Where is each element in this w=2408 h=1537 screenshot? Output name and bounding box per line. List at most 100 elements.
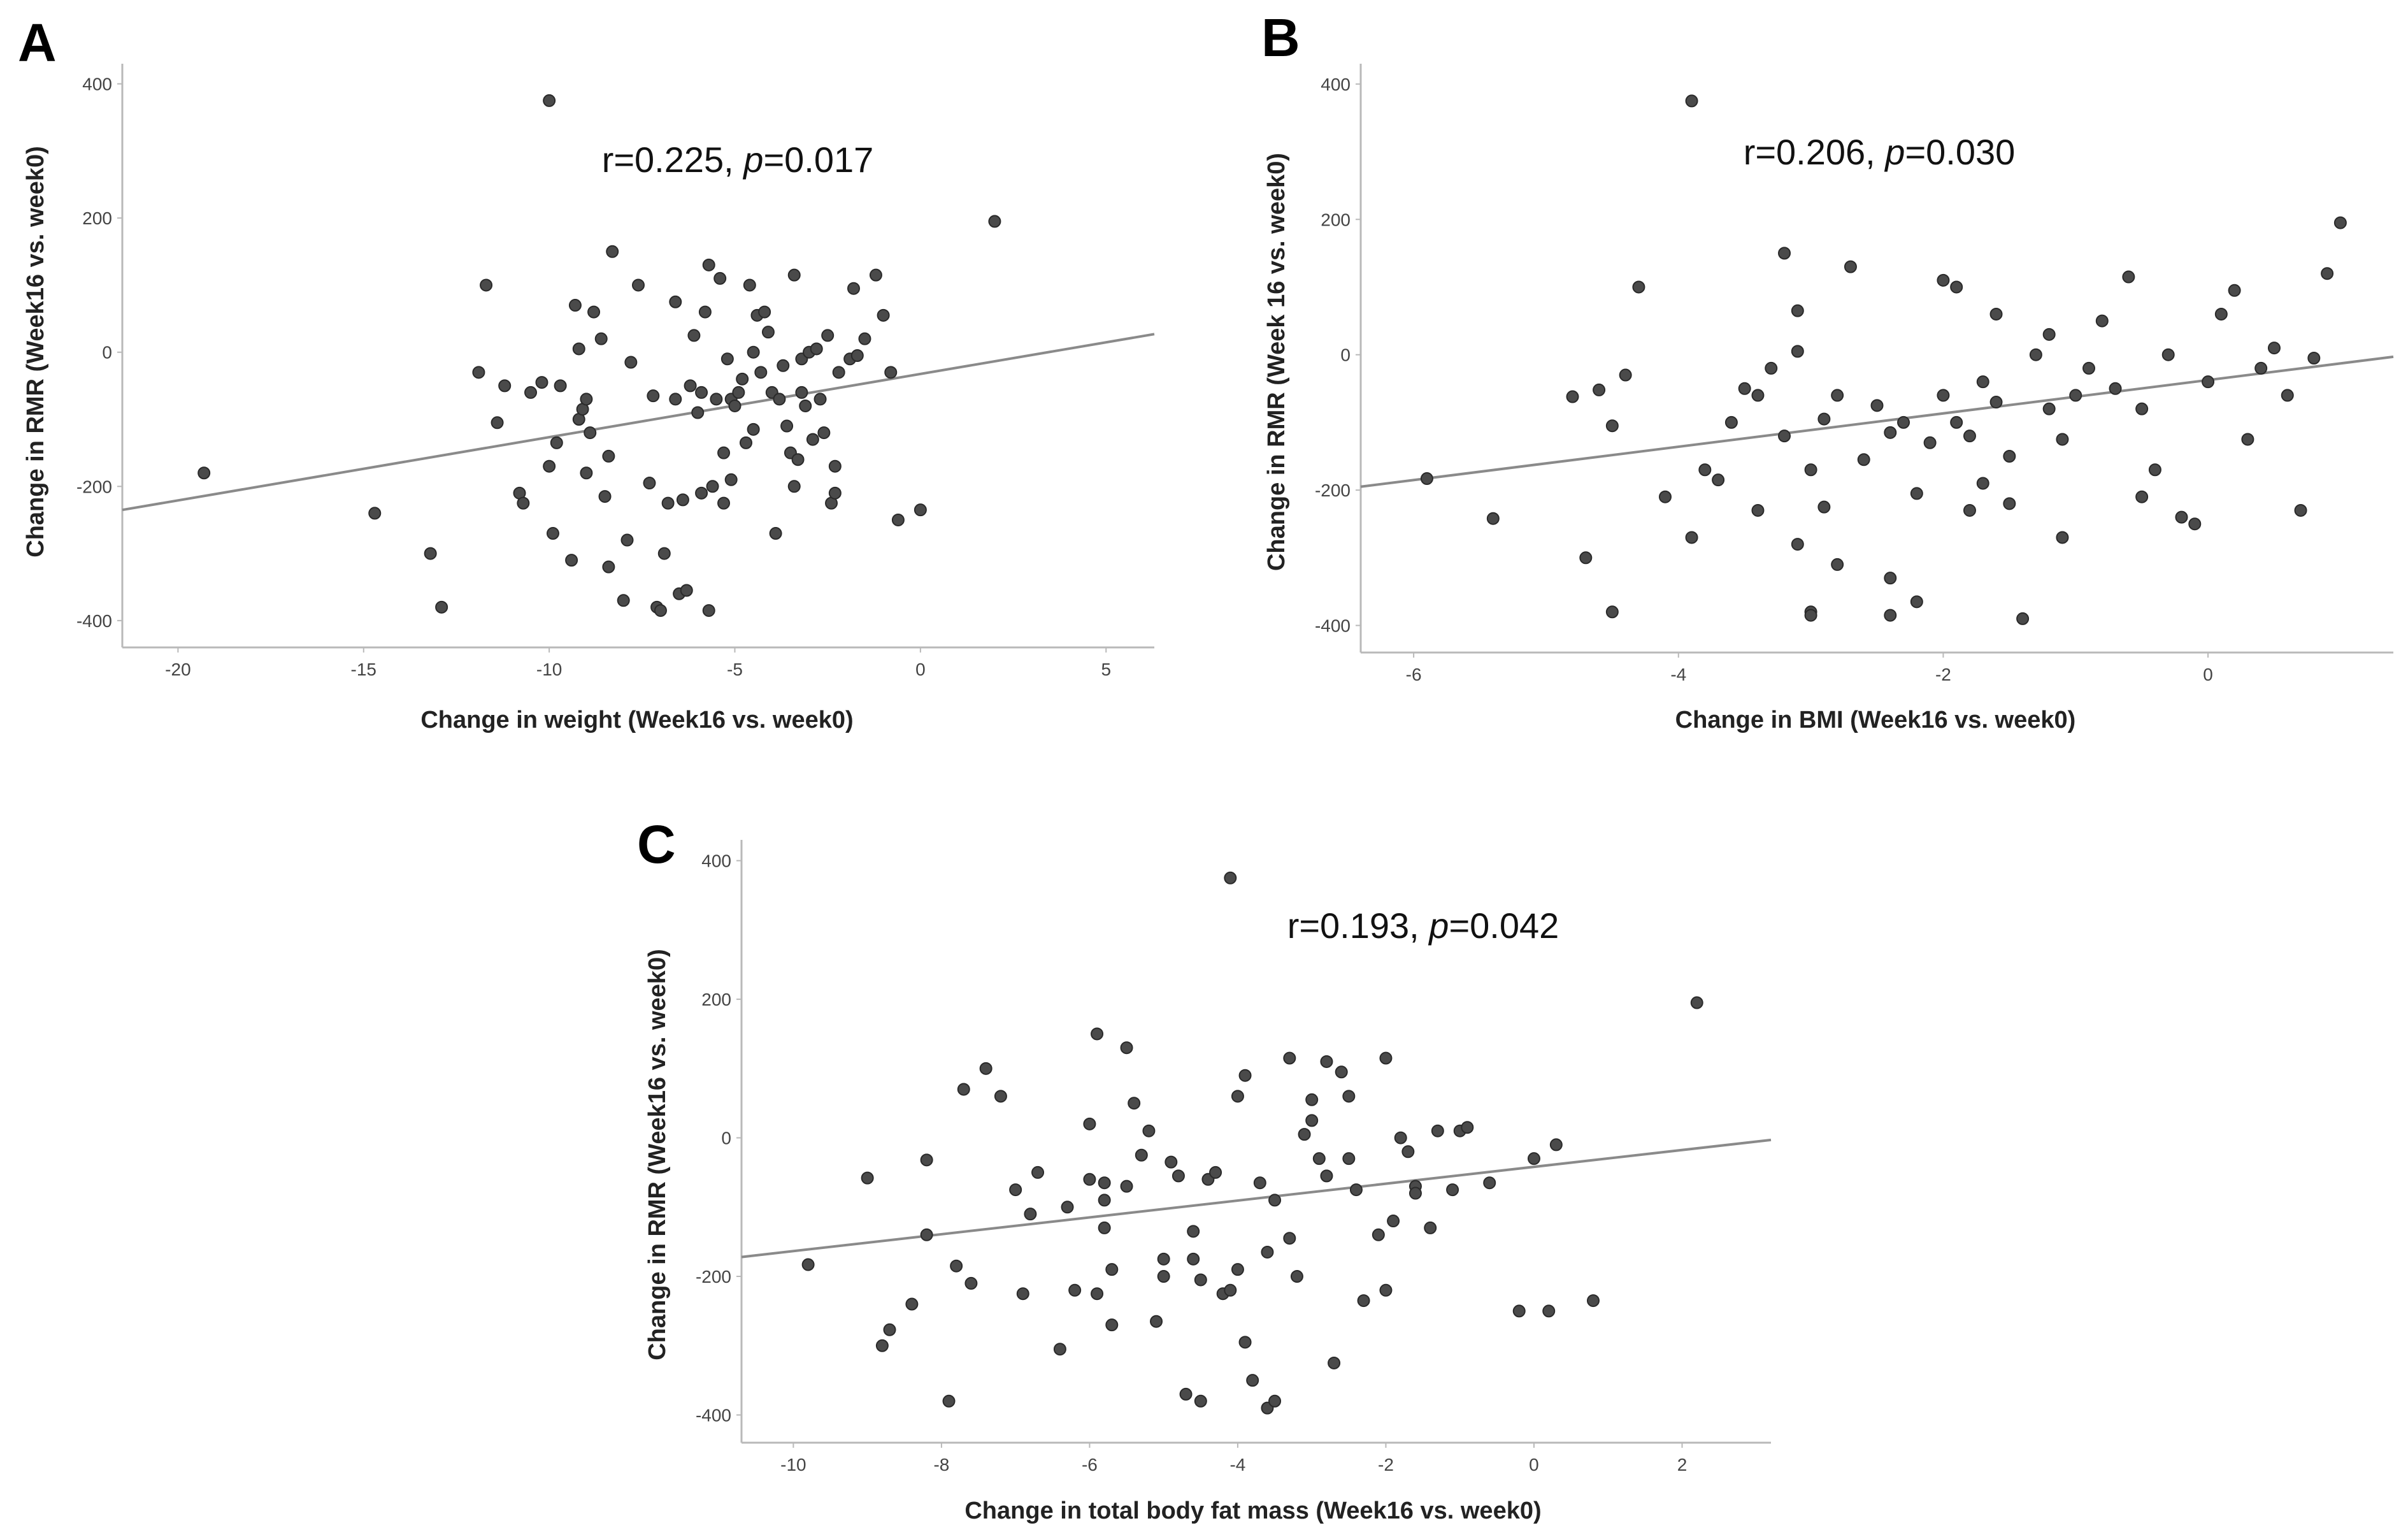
data-point [1253, 1176, 1266, 1190]
data-point [1791, 538, 1804, 551]
data-point [1579, 551, 1593, 565]
x-tick-label: -6 [1082, 1455, 1098, 1475]
data-point [1298, 1128, 1311, 1141]
x-axis-title-a: Change in weight (Week16 vs. week0) [420, 707, 853, 733]
data-point [676, 493, 689, 507]
data-point [1804, 463, 1817, 477]
data-point [1804, 609, 1817, 622]
data-point [791, 453, 805, 466]
data-point [1989, 307, 2003, 321]
data-point [1091, 1287, 1104, 1301]
data-point [1685, 531, 1698, 544]
data-point [617, 594, 630, 607]
data-point [1605, 605, 1619, 619]
data-point [580, 393, 593, 406]
data-point [632, 278, 645, 292]
x-axis-title-c: Change in total body fat mass (Week16 vs… [964, 1497, 1541, 1524]
data-point [773, 393, 786, 406]
data-point [1342, 1090, 1356, 1103]
data-point [1157, 1252, 1170, 1266]
data-point [1751, 389, 1765, 402]
data-point [1372, 1228, 1385, 1241]
data-point [1486, 512, 1500, 525]
panel-c: C r=0.193, p=0.042 Change in total body … [637, 814, 1772, 1524]
data-point [1884, 572, 1897, 585]
data-point [1937, 389, 1950, 402]
data-point [1128, 1097, 1141, 1110]
data-point [1765, 361, 1778, 375]
correlation-annotation-c: r=0.193, p=0.042 [1287, 906, 1559, 946]
data-point [877, 308, 890, 322]
y-tick-label: 200 [82, 208, 112, 228]
data-point [1897, 415, 1910, 429]
data-point [1420, 472, 1433, 486]
data-point [777, 359, 790, 372]
data-point [2095, 314, 2109, 328]
data-point [1150, 1315, 1163, 1328]
data-point [1120, 1180, 1133, 1193]
data-point [732, 386, 745, 399]
data-point [1231, 1263, 1244, 1276]
data-point [584, 426, 597, 440]
y-axis-title-c: Change in RMR (Week16 vs. week0) [644, 949, 671, 1360]
y-tick-label: 200 [1321, 210, 1351, 229]
data-point [1778, 429, 1791, 443]
data-point [1387, 1215, 1400, 1228]
data-point [813, 393, 827, 406]
data-point [620, 533, 634, 547]
data-point [2135, 490, 2149, 503]
data-point [1566, 390, 1579, 403]
data-point [2029, 348, 2042, 361]
data-point [1305, 1114, 1319, 1127]
data-point [480, 278, 493, 292]
data-point [1357, 1294, 1370, 1308]
data-point [2161, 348, 2175, 361]
data-point [1483, 1176, 1496, 1190]
data-point [1910, 487, 1923, 500]
data-point [2241, 433, 2254, 446]
data-point [543, 94, 556, 107]
x-tick-label: -10 [780, 1455, 806, 1475]
data-point [1605, 419, 1619, 433]
data-point [1446, 1183, 1459, 1197]
data-point [914, 503, 927, 517]
data-point [717, 446, 731, 459]
data-point [568, 299, 582, 312]
x-tick-label: 0 [915, 660, 926, 679]
x-tick-label: -6 [1406, 665, 1422, 684]
data-point [1165, 1155, 1178, 1169]
data-point [2135, 402, 2149, 415]
data-point [861, 1171, 874, 1185]
data-point [883, 1323, 896, 1336]
data-point [702, 258, 715, 271]
data-point [1658, 490, 1672, 503]
data-point [1431, 1124, 1444, 1137]
data-point [691, 406, 705, 419]
data-point [964, 1276, 978, 1290]
data-point [535, 376, 548, 389]
data-point [1246, 1374, 1259, 1387]
data-point [2148, 463, 2161, 477]
data-point [698, 305, 712, 319]
data-point [2003, 450, 2016, 463]
data-point [801, 1258, 815, 1271]
data-point [1083, 1173, 1096, 1186]
data-point [1461, 1121, 1474, 1134]
data-point [828, 486, 842, 500]
data-point [1950, 415, 1963, 429]
data-point [2307, 352, 2321, 364]
data-point [810, 342, 823, 356]
data-point [817, 426, 831, 440]
data-point [624, 356, 638, 369]
regression-line-c [741, 1138, 1772, 1259]
data-point [891, 513, 905, 526]
data-point [1831, 558, 1844, 571]
data-point [988, 215, 1001, 228]
data-point [1690, 996, 1703, 1009]
data-point [1268, 1394, 1282, 1408]
x-tick-label: -4 [1670, 665, 1686, 684]
data-point [1950, 280, 1963, 294]
ticks-c: -10 -8 -6 -4 -2 0 2 -400 -200 0 200 400 [696, 851, 1687, 1475]
x-tick-label: 5 [1101, 660, 1111, 679]
